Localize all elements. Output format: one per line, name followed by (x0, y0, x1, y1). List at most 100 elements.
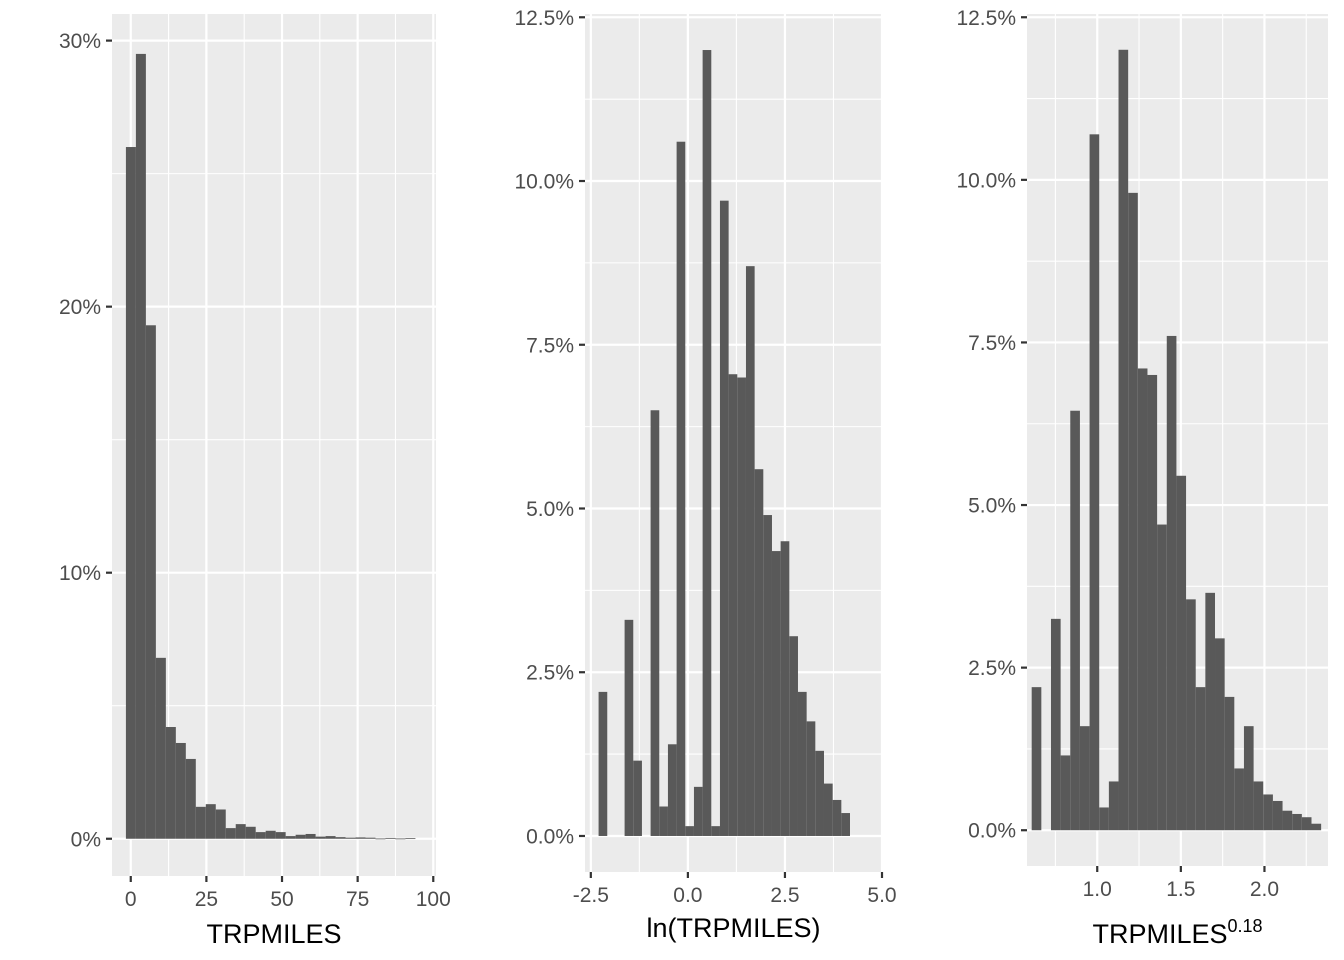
histogram-bar (1263, 794, 1273, 831)
x-tick-label: 75 (346, 888, 369, 911)
histogram-bar (633, 760, 642, 836)
bars-log-trpmiles (598, 50, 850, 836)
histogram-bar (185, 758, 196, 839)
histogram-bar (650, 410, 660, 836)
histogram-bar (745, 266, 755, 836)
histogram-bar (1224, 696, 1235, 831)
histogram-bar (355, 837, 366, 839)
histogram-bar (797, 691, 807, 836)
histogram-bar (1205, 592, 1216, 831)
y-tick-label: 5.0% (526, 498, 574, 521)
y-tick-label: 10% (59, 562, 101, 585)
histogram-bar (165, 727, 176, 839)
histogram-bar (1253, 781, 1264, 831)
histogram-bar (1099, 807, 1109, 831)
x-tick-label: 0 (125, 888, 137, 911)
y-tick-label: 0.0% (968, 820, 1016, 843)
histogram-bar (235, 824, 246, 839)
bars-trpmiles (125, 53, 416, 840)
histogram-bar (325, 836, 336, 839)
y-tick-label: 10.0% (956, 169, 1016, 192)
histogram-bar (1282, 810, 1293, 831)
y-tick-label: 2.5% (968, 657, 1016, 680)
histogram-bar (1118, 49, 1129, 831)
x-axis-title-base: TRPMILES (1092, 919, 1227, 949)
histogram-bar (225, 828, 236, 839)
y-tick-label: 12.5% (956, 7, 1016, 30)
x-tick-label: 2.5 (770, 884, 799, 907)
histogram-bar (295, 834, 306, 839)
x-tick-label: 100 (416, 888, 451, 911)
histogram-bar (815, 750, 824, 836)
histogram-bar (1070, 410, 1080, 831)
histogram-bar (1272, 800, 1283, 831)
x-axis-title-log-trpmiles: ln(TRPMILES) (646, 913, 820, 943)
histogram-bar (1215, 638, 1225, 831)
panel-power-trpmiles: 0.0% 2.5% 5.0% 7.5% 10.0% 12.5% 1.0 1.5 2.0 TRPM… (956, 7, 1328, 949)
histogram-bar (145, 325, 156, 839)
y-tick-label: 0% (71, 828, 101, 851)
histogram-bar (275, 832, 286, 839)
histogram-bar (395, 838, 406, 840)
histogram-bar (1089, 134, 1100, 831)
histogram-bar (719, 200, 729, 836)
histogram-bar (315, 836, 326, 839)
histogram-bar (1301, 817, 1312, 831)
histogram-bar (195, 806, 206, 839)
x-tick-label: 5.0 (867, 884, 896, 907)
x-axis-title-trpmiles: TRPMILES (206, 919, 341, 949)
histogram-bar (737, 377, 746, 836)
histogram-bar (789, 636, 798, 836)
histogram-bar (771, 551, 781, 836)
y-tick-label: 30% (59, 30, 101, 53)
histogram-bar (135, 53, 146, 839)
histogram-bar (175, 742, 186, 839)
histogram-bar (806, 721, 816, 836)
histogram-bar (1292, 813, 1302, 831)
histogram-bar (823, 783, 833, 836)
histogram-bar (405, 838, 416, 840)
histogram-bar (1176, 475, 1187, 831)
histogram-bar (1166, 335, 1177, 831)
histogram-bar (305, 833, 316, 839)
histogram-bar (1079, 726, 1090, 831)
histogram-bar (125, 147, 136, 839)
histogram-bar (245, 826, 256, 839)
bars-power-trpmiles (1031, 49, 1322, 831)
histogram-bar (702, 50, 712, 836)
x-tick-label: 25 (195, 888, 218, 911)
histogram-bar (659, 806, 668, 836)
x-tick-label: 2.0 (1250, 878, 1279, 901)
y-tick-label: 5.0% (968, 495, 1016, 518)
histogram-bar (1186, 599, 1196, 831)
histogram-bar (1195, 687, 1206, 831)
histogram-bar (1311, 823, 1322, 831)
histogram-bar (1157, 524, 1167, 831)
histogram-bar (1137, 368, 1148, 831)
histogram-bar (155, 657, 166, 839)
y-tick-label: 0.0% (526, 825, 574, 848)
x-axis-title-power-trpmiles: TRPMILES0.18 (1092, 916, 1262, 949)
histogram-bar (841, 813, 850, 836)
histogram-bar (365, 837, 376, 839)
histogram-bar (1128, 192, 1138, 831)
x-tick-label: -2.5 (573, 884, 609, 907)
histogram-bar (693, 786, 703, 836)
histogram-bar (624, 619, 634, 836)
x-tick-label: 50 (270, 888, 293, 911)
histogram-bar (1108, 781, 1119, 831)
histogram-bar (780, 541, 790, 836)
histogram-bar (1060, 755, 1071, 831)
histogram-bar (205, 804, 216, 839)
histogram-bar (676, 141, 686, 836)
histogram-bar (754, 469, 764, 836)
histogram-bar (1243, 726, 1254, 831)
y-tick-label: 12.5% (514, 7, 574, 30)
histogram-bar (1234, 768, 1244, 831)
histogram-bar (1147, 374, 1158, 831)
histogram-bar (1050, 618, 1061, 831)
histogram-bar (711, 826, 720, 836)
histogram-bar (375, 838, 386, 840)
histogram-bar (215, 809, 226, 839)
